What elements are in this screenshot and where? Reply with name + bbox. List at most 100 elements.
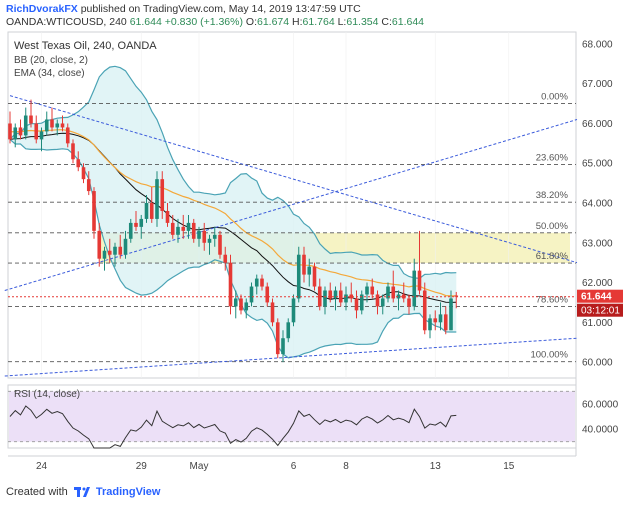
rsi-line (9, 405, 457, 449)
footer-brand[interactable]: TradingView (95, 486, 161, 498)
ema-line (9, 129, 457, 297)
candle-body (407, 298, 411, 307)
indicator-label: EMA (34, close) (14, 68, 85, 79)
candle-body (92, 191, 96, 231)
author-link[interactable]: RichDvorakFX (6, 3, 78, 15)
chart-title: West Texas Oil, 240, OANDA (14, 40, 157, 52)
candle-body (281, 338, 285, 355)
time-tick-label: 15 (503, 461, 515, 472)
last-price-tag (577, 289, 623, 303)
candle-body (396, 294, 401, 299)
candle-body (39, 131, 44, 140)
candle-body (218, 234, 222, 255)
fib-level-label: 38.20% (536, 190, 569, 201)
rsi-tick-label: 60.0000 (582, 399, 619, 410)
candle-body (65, 127, 70, 144)
time-tick-label: 29 (136, 461, 148, 472)
candle-body (312, 266, 317, 287)
candle-body (417, 270, 422, 291)
candle-body (44, 119, 49, 132)
candle-body (270, 302, 275, 323)
candle-body (354, 298, 359, 311)
candle-body (60, 123, 65, 128)
candle-body (307, 266, 312, 275)
candle-body (323, 290, 327, 307)
candle-body (428, 318, 432, 331)
last-price: 61.644 (129, 16, 162, 28)
candle-body (228, 262, 233, 307)
tradingview-logo-icon (73, 487, 90, 498)
footer-prefix: Created with (6, 486, 68, 498)
candle-body (55, 123, 60, 128)
candle-body (365, 286, 369, 295)
high-label: H: (292, 16, 303, 28)
candle-body (149, 203, 154, 219)
candle-body (8, 123, 12, 140)
symbol-name[interactable]: OANDA:WTICOUSD, 240 (6, 16, 127, 28)
candle-body (375, 294, 380, 307)
footer: Created with TradingView (6, 486, 160, 498)
candle-body (97, 230, 102, 259)
candle-body (422, 290, 427, 331)
open-value: 61.674 (257, 16, 290, 28)
candle-body (202, 230, 207, 243)
candle-body (328, 290, 333, 299)
ascending-trendline (4, 119, 578, 291)
candle-body (349, 294, 354, 299)
candle-body (443, 314, 448, 331)
countdown-tag (577, 303, 623, 317)
bollinger-upper-line (9, 65, 457, 280)
candle-body (197, 230, 201, 239)
rsi-title: RSI (14, close) (14, 389, 80, 400)
close-value: 61.644 (391, 16, 425, 28)
candle-body (191, 222, 196, 239)
candle-body (71, 143, 75, 160)
candle-body (34, 123, 39, 140)
fib-level-label: 78.60% (536, 294, 569, 305)
candle-body (344, 294, 348, 303)
fib-level-label: 100.00% (530, 350, 568, 361)
candle-body (212, 234, 217, 239)
candle-body (76, 159, 81, 168)
candle-body (176, 226, 180, 235)
price-tick-label: 68.000 (582, 39, 613, 50)
price-tick-label: 60.000 (582, 358, 613, 369)
fib-level-label: 61.80% (536, 251, 569, 262)
candle-body (29, 115, 33, 124)
candle-body (291, 298, 296, 323)
candle-body (50, 119, 54, 128)
last-price-tag-text: 61.644 (581, 292, 612, 303)
fib-level-label: 23.60% (536, 152, 569, 163)
price-tick-label: 66.000 (582, 119, 613, 130)
publish-header: RichDvorakFX published on TradingView.co… (0, 0, 624, 22)
candle-body (139, 218, 144, 227)
candle-body (296, 254, 301, 299)
time-tick-label: 8 (343, 461, 349, 472)
candle-body (302, 254, 306, 275)
low-value: 61.354 (346, 16, 379, 28)
candle-body (386, 286, 390, 299)
candle-body (170, 222, 175, 235)
bollinger-basis-line (9, 132, 457, 303)
time-tick-label: 24 (36, 461, 48, 472)
candle-body (223, 254, 228, 263)
candle-body (134, 222, 138, 227)
candle-body (107, 250, 112, 255)
rsi-band-fill (9, 391, 575, 442)
open-label: O: (245, 16, 257, 28)
candle-body (18, 127, 23, 136)
candle-body (454, 295, 459, 297)
candle-body (370, 286, 375, 295)
candle-body (233, 298, 238, 307)
candle-body (249, 286, 254, 303)
candle-body (254, 278, 259, 287)
price-tick-label: 65.000 (582, 159, 613, 170)
fib-level-label: 50.00% (536, 221, 569, 232)
candle-body (412, 270, 417, 307)
candle-body (86, 179, 91, 192)
candle-body (13, 127, 18, 140)
candle-body (23, 115, 28, 136)
candle-body (113, 246, 117, 255)
candle-body (186, 222, 191, 231)
